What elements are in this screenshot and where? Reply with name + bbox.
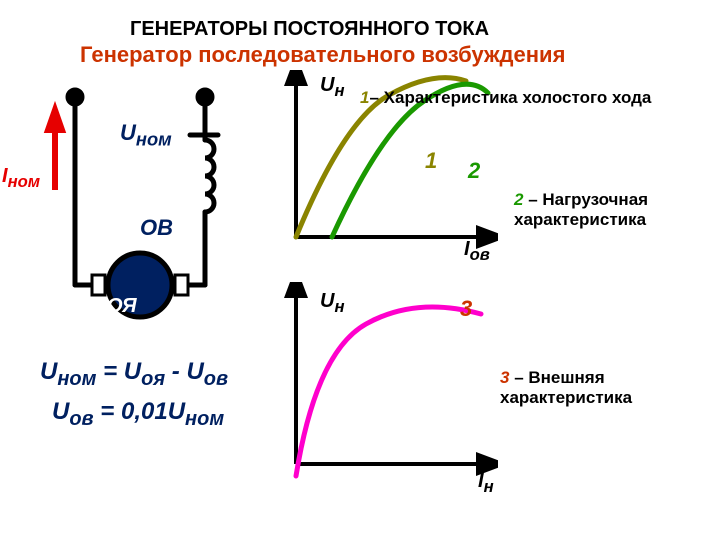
legend-1: 1– Характеристика холостого хода (360, 88, 651, 108)
chart2-ylabel: Uн (320, 290, 345, 317)
label-oya: ОЯ (107, 295, 137, 318)
chart2-xlabel: Iн (478, 470, 494, 497)
chart1-xlabel: Iов (464, 238, 490, 265)
chart1-curve2-label: 2 (468, 158, 480, 184)
sub-title: Генератор последовательного возбуждения (80, 42, 565, 68)
label-ov: ОВ (140, 215, 173, 241)
legend-2: 2 – Нагрузочная характеристика (514, 190, 704, 230)
label-u-nom: Uном (120, 120, 172, 150)
formula-2: Uов = 0,01Uном (52, 398, 224, 431)
formula-1: Uном = Uоя - Uов (40, 358, 228, 391)
main-title: ГЕНЕРАТОРЫ ПОСТОЯННОГО ТОКА (130, 18, 489, 41)
label-i-nom: Iном (2, 165, 40, 192)
chart1-ylabel: Uн (320, 74, 345, 101)
chart2-curve3-label: 3 (460, 296, 472, 322)
chart1-curve1-label: 1 (425, 148, 437, 174)
legend-3: 3 – Внешняя характеристика (500, 368, 690, 408)
